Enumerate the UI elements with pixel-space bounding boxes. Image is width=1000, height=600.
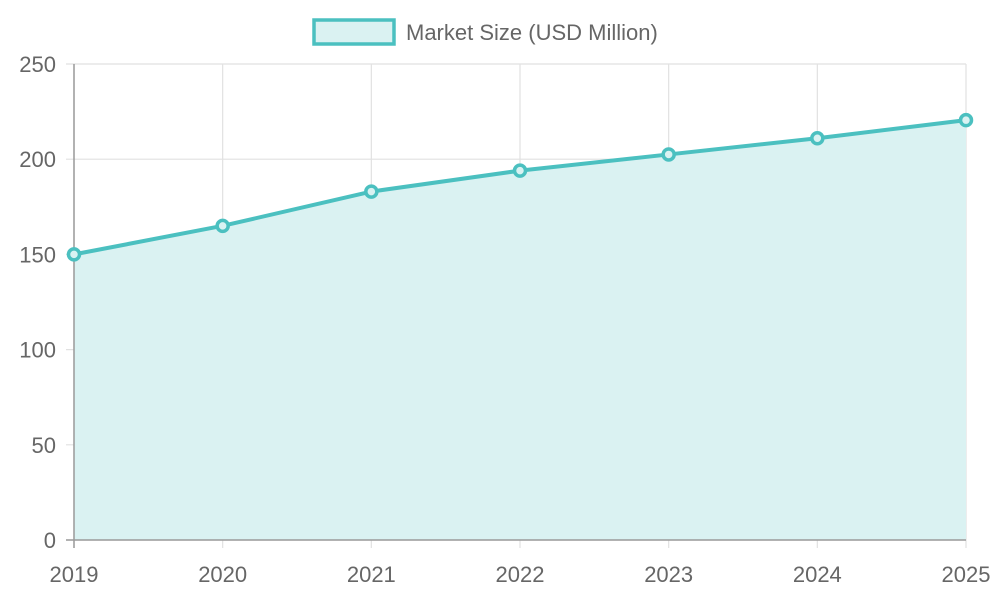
data-point-2022[interactable] [512, 163, 528, 178]
x-tick-label: 2022 [496, 562, 545, 587]
legend[interactable]: Market Size (USD Million) [312, 18, 658, 46]
y-tick-label: 200 [19, 147, 56, 172]
y-tick-label: 150 [19, 242, 56, 267]
x-tick-label: 2019 [50, 562, 99, 587]
data-point-2020[interactable] [215, 218, 230, 234]
x-tick-label: 2024 [793, 562, 842, 587]
x-tick-label: 2021 [347, 562, 396, 587]
data-point-2021[interactable] [364, 184, 379, 199]
y-tick-label: 100 [19, 338, 56, 363]
data-point-2023[interactable] [661, 147, 676, 162]
data-points [66, 112, 974, 262]
data-point-2019[interactable] [66, 247, 82, 262]
axes [66, 64, 966, 548]
area-layer [74, 120, 966, 540]
y-tick-label: 50 [32, 433, 56, 458]
data-point-2025[interactable] [958, 112, 974, 128]
y-tick-label: 250 [19, 52, 56, 77]
series-area-fill [74, 120, 966, 540]
legend-swatch[interactable] [312, 18, 396, 46]
data-point-2024[interactable] [810, 131, 825, 146]
y-tick-label: 0 [44, 528, 56, 553]
legend-label[interactable]: Market Size (USD Million) [406, 20, 658, 45]
x-tick-label: 2025 [942, 562, 991, 587]
x-tick-label: 2023 [644, 562, 693, 587]
x-tick-label: 2020 [198, 562, 247, 587]
tick-labels: 0 50 100 150 200 250 2019 2020 2021 2022 2023 2024 2… [19, 52, 990, 587]
